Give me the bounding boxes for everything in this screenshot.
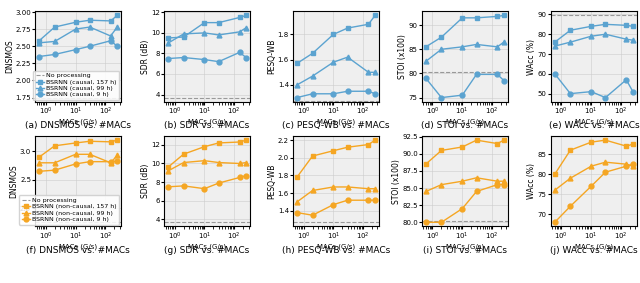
X-axis label: MACs (G/s): MACs (G/s): [446, 119, 484, 125]
Text: (b) SDR vs. #MACs: (b) SDR vs. #MACs: [164, 121, 250, 130]
X-axis label: MACs (G/s): MACs (G/s): [59, 119, 97, 125]
X-axis label: MACs (G/s): MACs (G/s): [188, 119, 226, 125]
Text: (j) WAcc vs. #MACs: (j) WAcc vs. #MACs: [550, 246, 637, 255]
Text: (i) STOI vs. #MACs: (i) STOI vs. #MACs: [423, 246, 507, 255]
X-axis label: MACs (G/s): MACs (G/s): [317, 119, 355, 125]
Y-axis label: WAcc (%): WAcc (%): [527, 163, 536, 199]
Y-axis label: SDR (dB): SDR (dB): [141, 39, 150, 74]
Y-axis label: DNSMOS: DNSMOS: [10, 164, 19, 198]
Legend: No processing, BSRNN (non-causal, 157 h), BSRNN (non-causal, 99 h), BSRNN (non-c: No processing, BSRNN (non-causal, 157 h)…: [19, 195, 119, 224]
Text: (g) SDR vs. #MACs: (g) SDR vs. #MACs: [164, 246, 250, 255]
X-axis label: MACs (G/s): MACs (G/s): [446, 243, 484, 250]
X-axis label: MACs (G/s): MACs (G/s): [317, 243, 355, 250]
Y-axis label: PESQ-WB: PESQ-WB: [268, 164, 276, 199]
Text: (c) PESQ-WB vs. #MACs: (c) PESQ-WB vs. #MACs: [282, 121, 390, 130]
Y-axis label: DNSMOS: DNSMOS: [5, 40, 14, 73]
Y-axis label: WAcc (%): WAcc (%): [527, 38, 536, 74]
Text: (a) DNSMOS vs. #MACs: (a) DNSMOS vs. #MACs: [25, 121, 131, 130]
Legend: No processing, BSRNN (causal, 157 h), BSRNN (causal, 99 h), BSRNN (causal, 9 h): No processing, BSRNN (causal, 157 h), BS…: [33, 70, 119, 100]
X-axis label: MACs (G/s): MACs (G/s): [575, 243, 613, 250]
Y-axis label: PESQ-WB: PESQ-WB: [268, 39, 276, 74]
Text: (f) DNSMOS vs. #MACs: (f) DNSMOS vs. #MACs: [26, 246, 130, 255]
Y-axis label: STOI (x100): STOI (x100): [392, 159, 401, 204]
X-axis label: MACs (G/s): MACs (G/s): [188, 243, 226, 250]
X-axis label: MACs (G/s): MACs (G/s): [575, 119, 613, 125]
Text: (d) STOI vs. #MACs: (d) STOI vs. #MACs: [421, 121, 508, 130]
Text: (e) WAcc vs. #MACs: (e) WAcc vs. #MACs: [548, 121, 639, 130]
Text: (h) PESQ-WB vs. #MACs: (h) PESQ-WB vs. #MACs: [282, 246, 390, 255]
X-axis label: MACs (G/s): MACs (G/s): [59, 243, 97, 250]
Y-axis label: STOI (x100): STOI (x100): [398, 34, 408, 79]
Y-axis label: SDR (dB): SDR (dB): [141, 164, 150, 198]
